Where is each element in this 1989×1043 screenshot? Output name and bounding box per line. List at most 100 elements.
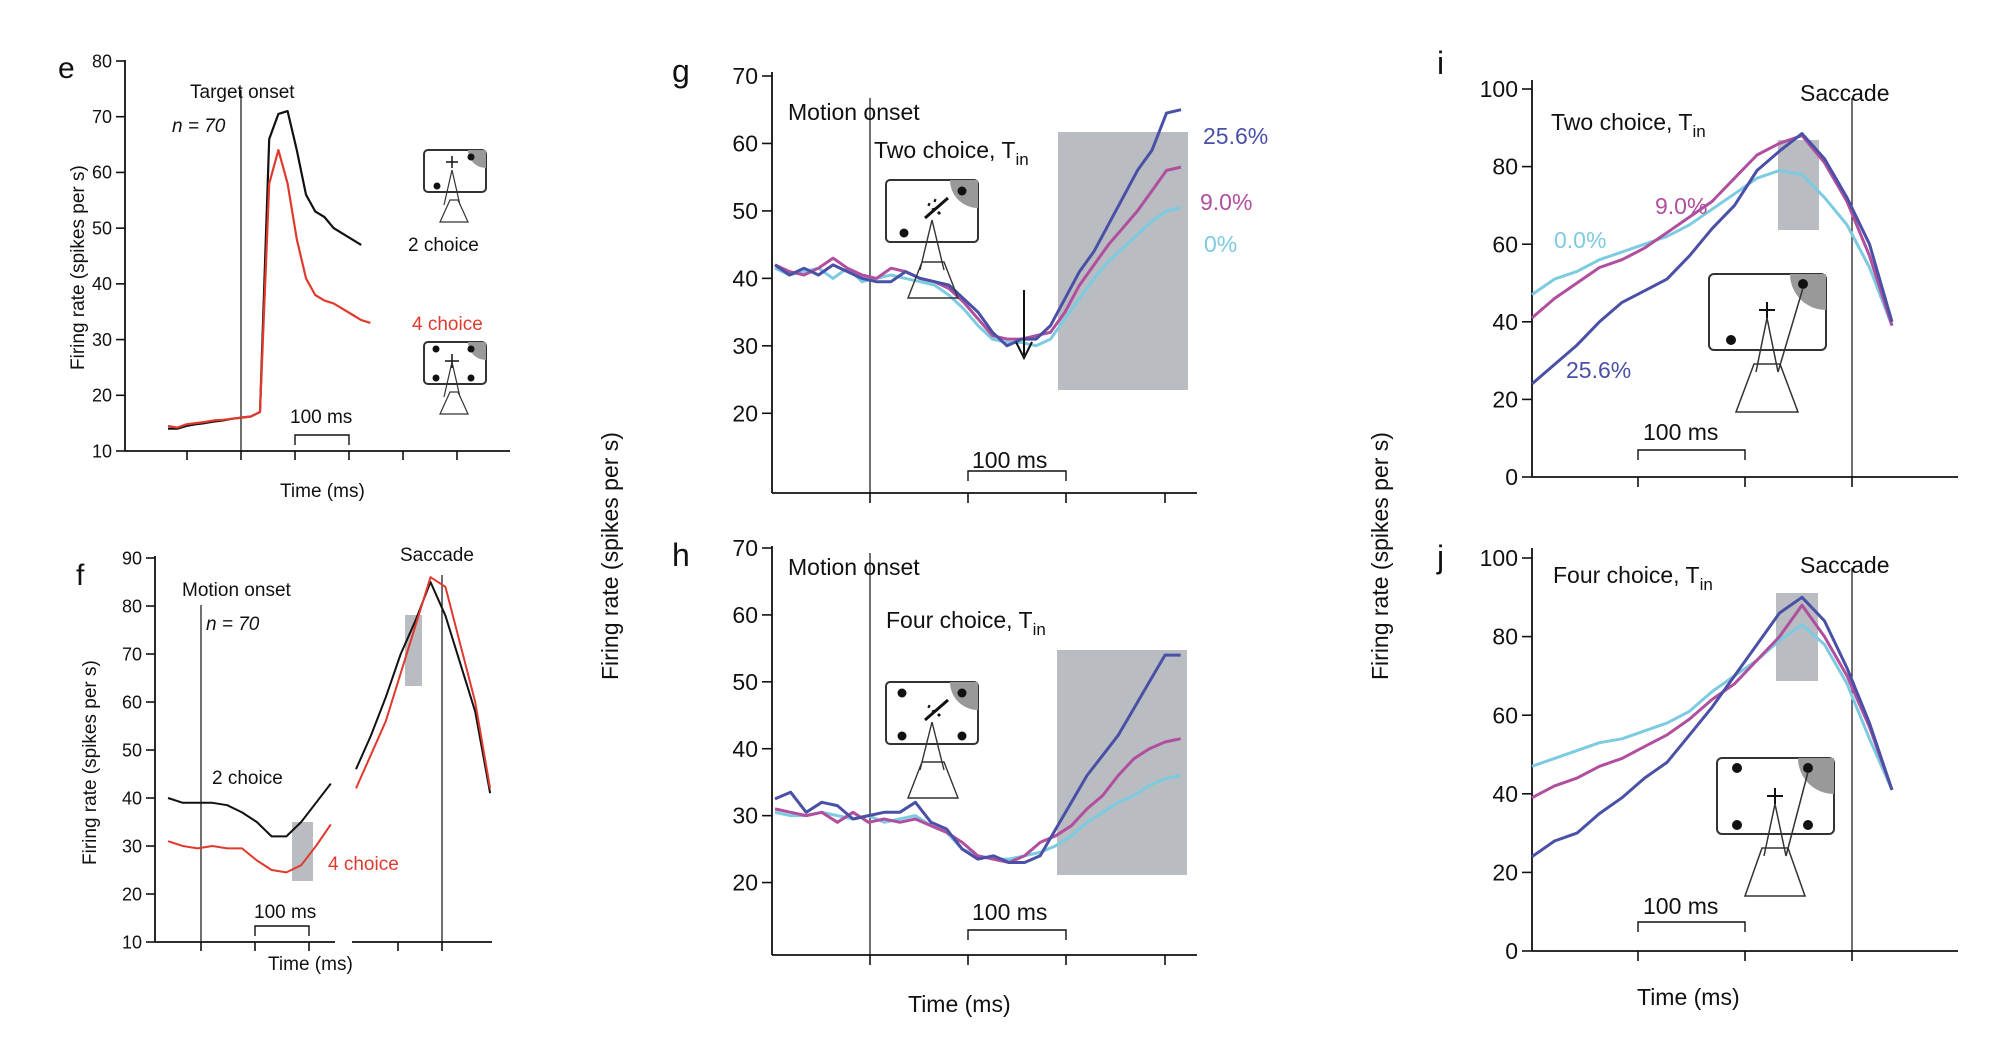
event-label-motion-onset-f: Motion onset [182, 580, 292, 601]
panel-letter-j: j [1436, 539, 1444, 575]
axes-j-y-tick-label: 80 [1492, 624, 1518, 650]
axes-h-y-tick-label: 60 [732, 602, 758, 628]
panel-e: e 10 20 30 40 50 60 70 80 Target onset n = 70 2… [58, 51, 510, 502]
lines-g [774, 108, 1182, 348]
x-axis-label-h: Time (ms) [908, 991, 1011, 1017]
axes-j-y-tick-label: 0 [1505, 938, 1518, 964]
lines-h [774, 653, 1181, 864]
series-label-i-9-0: 9.0% [1655, 193, 1707, 219]
axes-i-scale-bar [1637, 449, 1746, 460]
lines-g-series-line [774, 108, 1182, 348]
lines-i-series-line [1531, 169, 1894, 327]
axes-e-y-tick-label: 80 [92, 51, 112, 71]
lines-i-series-line [1531, 134, 1894, 327]
lines-h-series-line [774, 737, 1181, 864]
scale-bar-label-g: 100 ms [972, 447, 1047, 473]
x-axis-label-j: Time (ms) [1637, 984, 1740, 1010]
axes-j-scale-bar [1637, 921, 1746, 932]
schematic-h-icon [885, 681, 979, 799]
axes-g: 20 30 40 50 60 70 [732, 63, 1197, 503]
axes-i-y-tick-label: 40 [1492, 309, 1518, 335]
axes-g-scale-bar [967, 470, 1067, 481]
axes-e-y-tick-label: 70 [92, 107, 112, 127]
scale-bar-label-f: 100 ms [254, 902, 316, 923]
axes-f-y-tick-label: 70 [122, 644, 142, 664]
series-label-4-choice-f: 4 choice [328, 854, 399, 875]
condition-label-h: Four choice, Tin [886, 607, 1046, 639]
lines-g-series-line [774, 165, 1182, 341]
axes-f-y-tick-label: 50 [122, 740, 142, 760]
axes-g-y-tick-label: 60 [732, 131, 758, 157]
series-label-g-9-0: 9.0% [1200, 189, 1252, 215]
series-label-2-choice-f: 2 choice [212, 768, 283, 789]
series-label-g-0: 0% [1204, 231, 1237, 257]
axes-j-y-tick-label: 20 [1492, 859, 1518, 885]
schematic-2-choice-icon [423, 149, 487, 223]
event-label-motion-onset-h: Motion onset [788, 554, 920, 580]
scale-bar-label-j: 100 ms [1643, 893, 1718, 919]
axes-e-y-tick-label: 10 [92, 441, 112, 461]
condition-label-j: Four choice, Tin [1553, 562, 1713, 594]
series-label-2-choice-e: 2 choice [408, 235, 479, 256]
axes-i-y-tick-label: 20 [1492, 386, 1518, 412]
event-label-motion-onset-g: Motion onset [788, 99, 920, 125]
axes-f-y-tick-label: 40 [122, 788, 142, 808]
axes-h-y-tick-label: 50 [732, 669, 758, 695]
lines-i [1531, 132, 1894, 386]
axes-i-y-tick-label: 60 [1492, 231, 1518, 257]
lines-e-series-line [167, 149, 371, 429]
lines-f-series-line [355, 576, 492, 789]
arrow-icon [1015, 290, 1033, 361]
lines-f [167, 576, 492, 874]
condition-main-h: Four choice, T [886, 607, 1033, 633]
condition-label-i: Two choice, Tin [1551, 109, 1706, 141]
axes-f-y-tick-label: 10 [122, 932, 142, 952]
lines-f-series-line [167, 782, 332, 838]
panel-letter-f: f [76, 559, 85, 592]
lines-j-series-line [1531, 595, 1894, 858]
lines-j-series-line [1531, 603, 1894, 800]
shaded-window-g [1058, 132, 1188, 390]
panel-i: i 0 20 40 60 80 100 Saccade Two choice, Tin 0… [1437, 45, 1958, 490]
scale-bar-label-e: 100 ms [290, 407, 352, 428]
n-label-e: n = 70 [172, 116, 226, 137]
panel-letter-g: g [672, 53, 690, 89]
lines-h-series-line [774, 653, 1181, 864]
axes-e-y-tick-label: 50 [92, 218, 112, 238]
axes-h-y-tick-label: 40 [732, 736, 758, 762]
axes-f-y-tick-label: 90 [122, 548, 142, 568]
event-label-saccade-f: Saccade [400, 545, 474, 566]
axes-e-y-tick-label: 30 [92, 330, 112, 350]
series-label-i-0-0: 0.0% [1554, 227, 1606, 253]
condition-main-i: Two choice, T [1551, 109, 1692, 135]
n-label-f: n = 70 [206, 614, 260, 635]
axes-i-y-tick-label: 0 [1505, 464, 1518, 490]
schematic-i-icon [1708, 273, 1827, 413]
shaded-window-h [1057, 650, 1187, 875]
schematic-g-icon [885, 179, 979, 299]
axes-h-y-tick-label: 70 [732, 535, 758, 561]
lines-i-series-line [1531, 132, 1894, 386]
scale-bar-label-h: 100 ms [972, 899, 1047, 925]
axes-j-y-tick-label: 40 [1492, 781, 1518, 807]
panel-letter-i: i [1437, 45, 1444, 81]
lines-f-series-line [167, 823, 332, 874]
condition-sub-h: in [1033, 620, 1046, 639]
panel-h: h 20 30 40 50 60 70 Motion onset Four choice,… [672, 535, 1197, 1017]
axes-f-y-tick-label: 30 [122, 836, 142, 856]
y-axis-label-gh: Firing rate (spikes per s) [597, 432, 623, 680]
event-label-saccade-j: Saccade [1800, 552, 1890, 578]
series-label-i-25-6: 25.6% [1566, 357, 1631, 383]
y-axis-label-e: Firing rate (spikes per s) [68, 165, 89, 370]
axes-j-y-tick-label: 60 [1492, 702, 1518, 728]
axes-f-scale-bar [254, 925, 310, 936]
schematic-4-choice-icon [423, 341, 487, 415]
scale-bar-label-i: 100 ms [1643, 419, 1718, 445]
axes-f-y-tick-label: 60 [122, 692, 142, 712]
axes-f-y-tick-label: 20 [122, 884, 142, 904]
axes-i-y-tick-label: 80 [1492, 154, 1518, 180]
panel-f: f 10 20 30 40 50 60 70 80 90 Motion onset Saccad… [76, 545, 492, 975]
axes-e-y-tick-label: 40 [92, 274, 112, 294]
event-label-target-onset: Target onset [190, 82, 295, 103]
series-label-4-choice-e: 4 choice [412, 314, 483, 335]
